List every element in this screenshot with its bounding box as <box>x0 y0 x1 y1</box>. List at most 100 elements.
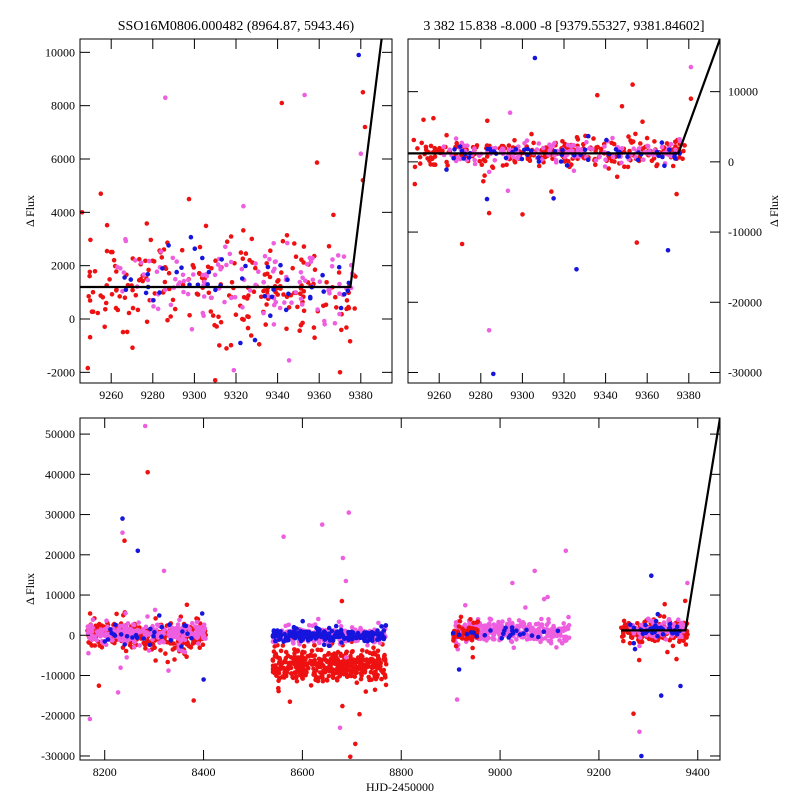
data-point <box>163 95 168 100</box>
data-point <box>90 289 96 295</box>
data-point <box>554 645 559 650</box>
data-point <box>318 647 324 653</box>
data-point <box>327 662 333 667</box>
data-point <box>303 278 308 284</box>
data-point <box>153 616 158 621</box>
data-point <box>486 328 492 333</box>
data-point <box>120 329 126 335</box>
data-point <box>462 622 468 627</box>
data-point <box>153 658 158 663</box>
data-point <box>603 157 608 162</box>
data-point <box>180 272 186 278</box>
data-point <box>140 278 145 284</box>
data-point <box>268 313 273 319</box>
data-point <box>650 630 655 636</box>
data-point <box>125 621 131 626</box>
data-point <box>330 257 335 262</box>
data-point <box>491 371 496 377</box>
data-point <box>484 196 490 202</box>
data-point <box>486 210 492 216</box>
data-point <box>536 155 541 160</box>
data-point <box>649 158 655 163</box>
data-point <box>336 270 342 275</box>
data-point <box>634 240 640 245</box>
data-point <box>324 280 329 285</box>
data-point <box>144 221 150 226</box>
data-point <box>338 662 344 667</box>
data-point <box>593 162 598 168</box>
data-point <box>239 276 245 281</box>
data-point <box>373 676 379 682</box>
data-point <box>566 614 571 620</box>
data-point <box>240 256 246 262</box>
data-point <box>140 627 146 632</box>
data-point <box>506 621 512 626</box>
data-point <box>247 257 252 263</box>
data-point <box>337 311 342 317</box>
data-point <box>90 617 96 622</box>
data-point <box>233 312 239 318</box>
data-point <box>358 676 364 682</box>
x-tick-label: 8400 <box>192 765 216 779</box>
y-tick-label: -20000 <box>728 295 762 309</box>
data-point <box>145 614 150 619</box>
x-tick-label: 8200 <box>93 765 117 779</box>
data-point <box>456 624 462 629</box>
data-point <box>151 633 156 639</box>
data-point <box>459 148 465 154</box>
data-point <box>228 295 234 301</box>
data-point <box>472 157 478 163</box>
data-point <box>602 144 607 149</box>
data-point <box>145 272 151 277</box>
data-point <box>246 293 251 298</box>
data-point <box>574 267 579 272</box>
data-point <box>279 100 285 106</box>
data-point <box>315 307 320 312</box>
data-point <box>337 281 342 287</box>
x-tick-label: 9340 <box>594 388 618 402</box>
data-point <box>280 643 286 648</box>
data-point <box>132 639 137 645</box>
data-point <box>249 236 255 242</box>
data-point <box>331 212 336 218</box>
data-point <box>130 629 135 634</box>
data-point <box>283 623 289 629</box>
data-point <box>301 308 307 314</box>
data-point <box>177 617 182 623</box>
y-tick-label: -10000 <box>728 225 762 239</box>
data-point <box>245 325 251 331</box>
data-point <box>538 629 543 635</box>
data-point <box>279 270 284 275</box>
data-point <box>309 632 314 638</box>
data-point <box>316 616 321 622</box>
data-point <box>680 156 685 162</box>
data-point <box>310 277 316 283</box>
data-point <box>268 248 273 253</box>
x-tick-label: 9380 <box>349 388 373 402</box>
data-point <box>670 163 676 169</box>
data-point <box>551 196 556 201</box>
data-point <box>345 288 351 294</box>
data-point <box>267 274 273 280</box>
data-point <box>477 623 482 629</box>
data-point <box>90 309 96 315</box>
data-point <box>485 118 490 124</box>
data-point <box>278 648 284 654</box>
data-point <box>665 248 671 253</box>
data-point <box>630 82 635 87</box>
data-point <box>253 265 258 271</box>
data-point <box>348 754 353 760</box>
data-point <box>137 643 142 648</box>
data-point <box>212 322 217 328</box>
data-point <box>123 611 128 616</box>
data-point <box>143 290 149 296</box>
data-point <box>181 278 187 284</box>
data-point <box>332 321 338 326</box>
data-point <box>205 264 211 270</box>
data-point <box>174 269 179 275</box>
data-point <box>444 167 449 172</box>
data-point <box>298 655 304 661</box>
data-point <box>342 292 347 297</box>
data-point <box>472 146 477 151</box>
data-point <box>433 148 438 154</box>
